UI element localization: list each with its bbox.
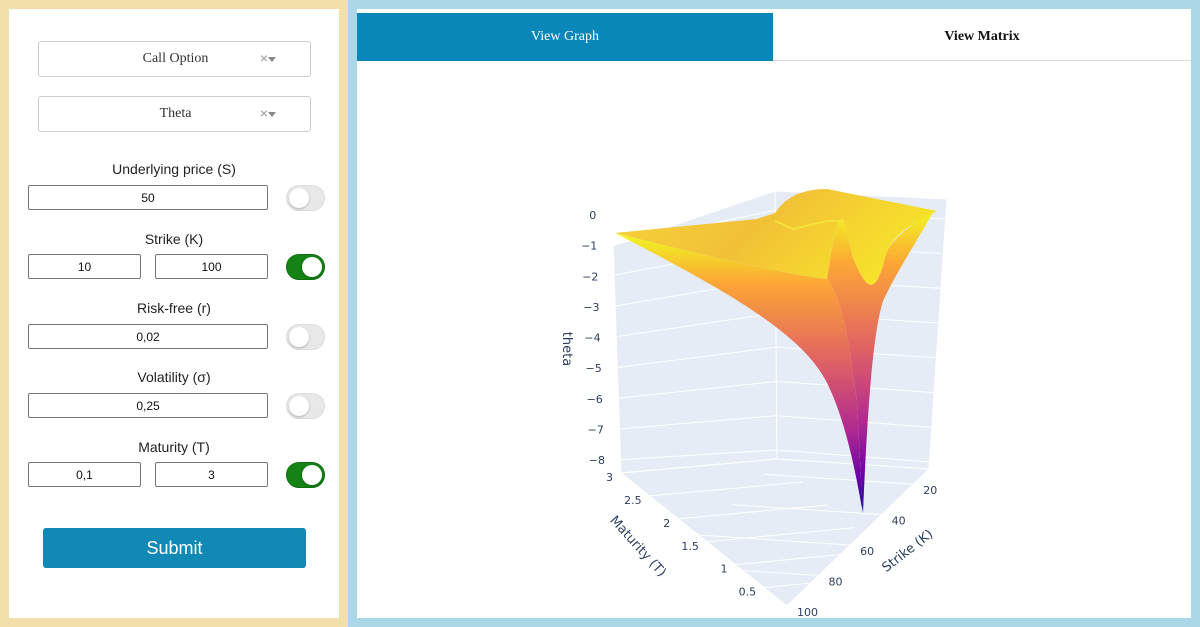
y-grid-line bbox=[764, 573, 906, 589]
maturity-range-toggle[interactable] bbox=[286, 462, 325, 488]
results-panel: View Graph View Matrix bbox=[348, 0, 1200, 627]
y-axis-ticks: 3 2.5 2 1.5 1 0.5 bbox=[606, 471, 756, 599]
maturity-min-input[interactable] bbox=[28, 462, 141, 487]
z-tick-label: −3 bbox=[583, 301, 599, 314]
x-grid-line bbox=[668, 565, 819, 577]
toggle-knob bbox=[289, 327, 309, 347]
toggle-knob bbox=[302, 465, 322, 485]
z-axis-title: theta bbox=[559, 332, 574, 366]
theta-surface-plot[interactable]: 0 −1 −2 −3 −4 −5 −6 −7 −8 3 2.5 2 1.5 1 0.5 20 40 60 80 1… bbox=[357, 61, 1191, 618]
controls-panel: Call Option × Theta × Underlying price (… bbox=[0, 0, 348, 627]
y-grid-line bbox=[649, 481, 803, 497]
chevron-down-icon[interactable] bbox=[268, 57, 276, 62]
surface-right-face bbox=[827, 209, 935, 513]
volatility-range-toggle[interactable] bbox=[286, 393, 325, 419]
x-tick-label: 100 bbox=[797, 606, 818, 618]
y-grid-line bbox=[678, 504, 829, 520]
z-tick-label: −1 bbox=[581, 240, 597, 253]
y-grid-line bbox=[620, 458, 778, 474]
z-grid-line bbox=[610, 312, 777, 339]
z-tick-label: −2 bbox=[582, 270, 598, 283]
tab-view-graph[interactable]: View Graph bbox=[357, 13, 773, 61]
z-grid-line bbox=[614, 449, 778, 461]
option-type-value: Call Option bbox=[142, 51, 209, 66]
risk-free-range-toggle[interactable] bbox=[286, 324, 325, 350]
strike-range-toggle[interactable] bbox=[286, 254, 325, 280]
z-grid-line bbox=[611, 346, 777, 369]
chevron-down-icon[interactable] bbox=[268, 112, 276, 117]
y-grid-line bbox=[735, 550, 881, 566]
z-grid-line bbox=[775, 175, 947, 185]
y-grid-line bbox=[706, 527, 855, 543]
volatility-label: Volatility (σ) bbox=[137, 369, 211, 385]
y-tick-label: 1.5 bbox=[681, 540, 699, 553]
floor-pane bbox=[619, 458, 931, 607]
strike-min-input[interactable] bbox=[28, 254, 141, 279]
y-tick-label: 0.5 bbox=[739, 586, 757, 599]
clear-greek-icon[interactable]: × bbox=[259, 105, 268, 121]
z-tick-label: −8 bbox=[589, 454, 605, 467]
y-tick-label: 2 bbox=[663, 517, 670, 530]
surface-plateau bbox=[615, 189, 937, 285]
z-grid-line bbox=[613, 415, 777, 430]
y-tick-label: 3 bbox=[606, 471, 613, 484]
underlying-label: Underlying price (S) bbox=[112, 161, 236, 177]
x-tick-label: 40 bbox=[892, 515, 906, 528]
y-axis-title: Maturity (T) bbox=[606, 513, 668, 580]
x-tick-label: 80 bbox=[829, 576, 843, 589]
option-type-select[interactable]: Call Option × bbox=[38, 41, 311, 77]
toggle-knob bbox=[289, 188, 309, 208]
surface-front-face bbox=[615, 233, 863, 513]
x-grid-line bbox=[763, 473, 914, 485]
volatility-input[interactable] bbox=[28, 393, 268, 418]
risk-free-label: Risk-free (r) bbox=[137, 300, 211, 316]
underlying-input[interactable] bbox=[28, 185, 268, 210]
x-grid-line bbox=[731, 504, 882, 516]
surface-mesh bbox=[615, 189, 937, 513]
toggle-knob bbox=[302, 257, 322, 277]
z-tick-label: −7 bbox=[588, 423, 604, 436]
strike-max-input[interactable] bbox=[155, 254, 268, 279]
strike-label: Strike (K) bbox=[144, 231, 204, 247]
tab-view-matrix[interactable]: View Matrix bbox=[773, 13, 1191, 61]
z-tick-label: 0 bbox=[589, 209, 596, 222]
z-grid-line bbox=[612, 380, 777, 400]
y-tick-label: 2.5 bbox=[624, 494, 642, 507]
z-tick-label: −4 bbox=[584, 332, 600, 345]
y-tick-label: 1 bbox=[720, 563, 727, 576]
x-tick-label: 20 bbox=[923, 484, 937, 497]
underlying-range-toggle[interactable] bbox=[286, 185, 325, 211]
x-grid-line bbox=[700, 534, 851, 546]
clear-option-type-icon[interactable]: × bbox=[259, 50, 268, 66]
maturity-label: Maturity (T) bbox=[138, 439, 210, 455]
x-axis-ticks: 20 40 60 80 100 bbox=[797, 484, 937, 618]
maturity-max-input[interactable] bbox=[155, 462, 268, 487]
z-tick-label: −6 bbox=[587, 393, 603, 406]
z-grid-line bbox=[606, 175, 776, 216]
x-grid-line bbox=[636, 595, 788, 607]
surface-ridge bbox=[774, 220, 844, 231]
x-axis-title: Strike (K) bbox=[880, 527, 937, 576]
z-axis-ticks: 0 −1 −2 −3 −4 −5 −6 −7 −8 bbox=[581, 209, 605, 467]
risk-free-input[interactable] bbox=[28, 324, 268, 349]
z-tick-label: −5 bbox=[585, 362, 601, 375]
greek-value: Theta bbox=[159, 106, 192, 121]
greek-select[interactable]: Theta × bbox=[38, 96, 311, 132]
toggle-knob bbox=[289, 396, 309, 416]
x-tick-label: 60 bbox=[860, 545, 874, 558]
submit-button[interactable]: Submit bbox=[43, 528, 306, 568]
